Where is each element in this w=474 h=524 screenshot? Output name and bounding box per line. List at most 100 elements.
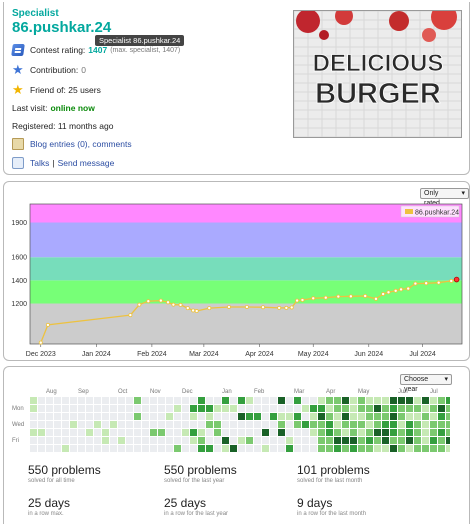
heatmap-cell[interactable] <box>342 397 349 404</box>
heatmap-cell[interactable] <box>246 405 253 412</box>
heatmap-cell[interactable] <box>334 445 341 452</box>
heatmap-cell[interactable] <box>142 397 149 404</box>
heatmap-cell[interactable] <box>206 397 213 404</box>
heatmap-cell[interactable] <box>110 421 117 428</box>
heatmap-cell[interactable] <box>438 445 445 452</box>
heatmap-cell[interactable] <box>430 421 437 428</box>
heatmap-cell[interactable] <box>174 445 181 452</box>
heatmap-cell[interactable] <box>190 413 197 420</box>
heatmap-cell[interactable] <box>126 397 133 404</box>
heatmap-cell[interactable] <box>238 437 245 444</box>
heatmap-cell[interactable] <box>118 413 125 420</box>
heatmap-cell[interactable] <box>262 429 269 436</box>
heatmap-cell[interactable] <box>366 437 373 444</box>
heatmap-cell[interactable] <box>70 397 77 404</box>
heatmap-cell[interactable] <box>262 437 269 444</box>
heatmap-cell[interactable] <box>398 445 405 452</box>
heatmap-cell[interactable] <box>246 397 253 404</box>
heatmap-cell[interactable] <box>126 413 133 420</box>
heatmap-cell[interactable] <box>46 437 53 444</box>
heatmap-cell[interactable] <box>134 413 141 420</box>
heatmap-cell[interactable] <box>438 405 445 412</box>
heatmap-cell[interactable] <box>294 405 301 412</box>
heatmap-cell[interactable] <box>350 445 357 452</box>
heatmap-cell[interactable] <box>174 413 181 420</box>
heatmap-cell[interactable] <box>78 437 85 444</box>
heatmap-cell[interactable] <box>294 429 301 436</box>
heatmap-cell[interactable] <box>342 445 349 452</box>
heatmap-cell[interactable] <box>254 413 261 420</box>
heatmap-cell[interactable] <box>350 429 357 436</box>
heatmap-cell[interactable] <box>270 437 277 444</box>
heatmap-cell[interactable] <box>254 429 261 436</box>
heatmap-cell[interactable] <box>118 397 125 404</box>
heatmap-cell[interactable] <box>278 445 285 452</box>
heatmap-cell[interactable] <box>246 413 253 420</box>
heatmap-cell[interactable] <box>110 429 117 436</box>
heatmap-cell[interactable] <box>310 421 317 428</box>
heatmap-cell[interactable] <box>366 413 373 420</box>
heatmap-cell[interactable] <box>158 437 165 444</box>
heatmap-cell[interactable] <box>270 397 277 404</box>
heatmap-cell[interactable] <box>54 429 61 436</box>
heatmap-cell[interactable] <box>406 429 413 436</box>
heatmap-cell[interactable] <box>54 405 61 412</box>
heatmap-cell[interactable] <box>78 413 85 420</box>
heatmap-cell[interactable] <box>126 437 133 444</box>
heatmap-cell[interactable] <box>414 421 421 428</box>
heatmap-cell[interactable] <box>294 437 301 444</box>
heatmap-cell[interactable] <box>366 445 373 452</box>
heatmap-cell[interactable] <box>190 405 197 412</box>
heatmap-cell[interactable] <box>302 405 309 412</box>
heatmap-cell[interactable] <box>38 397 45 404</box>
heatmap-cell[interactable] <box>446 405 450 412</box>
heatmap-cell[interactable] <box>254 421 261 428</box>
heatmap-cell[interactable] <box>254 405 261 412</box>
heatmap-cell[interactable] <box>438 397 445 404</box>
heatmap-cell[interactable] <box>206 405 213 412</box>
heatmap-cell[interactable] <box>374 437 381 444</box>
heatmap-cell[interactable] <box>150 397 157 404</box>
heatmap-cell[interactable] <box>390 421 397 428</box>
heatmap-cell[interactable] <box>38 405 45 412</box>
heatmap-cell[interactable] <box>118 429 125 436</box>
heatmap-cell[interactable] <box>94 413 101 420</box>
heatmap-cell[interactable] <box>286 413 293 420</box>
heatmap-cell[interactable] <box>142 421 149 428</box>
heatmap-cell[interactable] <box>390 437 397 444</box>
heatmap-cell[interactable] <box>438 437 445 444</box>
heatmap-cell[interactable] <box>134 421 141 428</box>
heatmap-cell[interactable] <box>414 405 421 412</box>
heatmap-cell[interactable] <box>182 413 189 420</box>
heatmap-cell[interactable] <box>238 405 245 412</box>
heatmap-cell[interactable] <box>342 405 349 412</box>
heatmap-cell[interactable] <box>158 397 165 404</box>
heatmap-cell[interactable] <box>374 405 381 412</box>
heatmap-cell[interactable] <box>182 437 189 444</box>
heatmap-cell[interactable] <box>174 421 181 428</box>
heatmap-cell[interactable] <box>446 413 450 420</box>
heatmap-cell[interactable] <box>182 397 189 404</box>
heatmap-cell[interactable] <box>382 421 389 428</box>
heatmap-cell[interactable] <box>62 445 69 452</box>
heatmap-cell[interactable] <box>422 421 429 428</box>
heatmap-cell[interactable] <box>38 445 45 452</box>
heatmap-cell[interactable] <box>214 445 221 452</box>
heatmap-cell[interactable] <box>134 405 141 412</box>
heatmap-cell[interactable] <box>270 421 277 428</box>
heatmap-cell[interactable] <box>326 437 333 444</box>
heatmap-cell[interactable] <box>302 429 309 436</box>
heatmap-cell[interactable] <box>278 421 285 428</box>
heatmap-cell[interactable] <box>390 445 397 452</box>
heatmap-cell[interactable] <box>430 445 437 452</box>
heatmap-cell[interactable] <box>422 429 429 436</box>
heatmap-cell[interactable] <box>38 413 45 420</box>
heatmap-cell[interactable] <box>326 429 333 436</box>
heatmap-cell[interactable] <box>38 429 45 436</box>
heatmap-cell[interactable] <box>374 445 381 452</box>
send-message-link[interactable]: Send message <box>57 158 115 168</box>
heatmap-cell[interactable] <box>206 413 213 420</box>
heatmap-cell[interactable] <box>398 413 405 420</box>
heatmap-cell[interactable] <box>310 397 317 404</box>
heatmap-cell[interactable] <box>142 413 149 420</box>
